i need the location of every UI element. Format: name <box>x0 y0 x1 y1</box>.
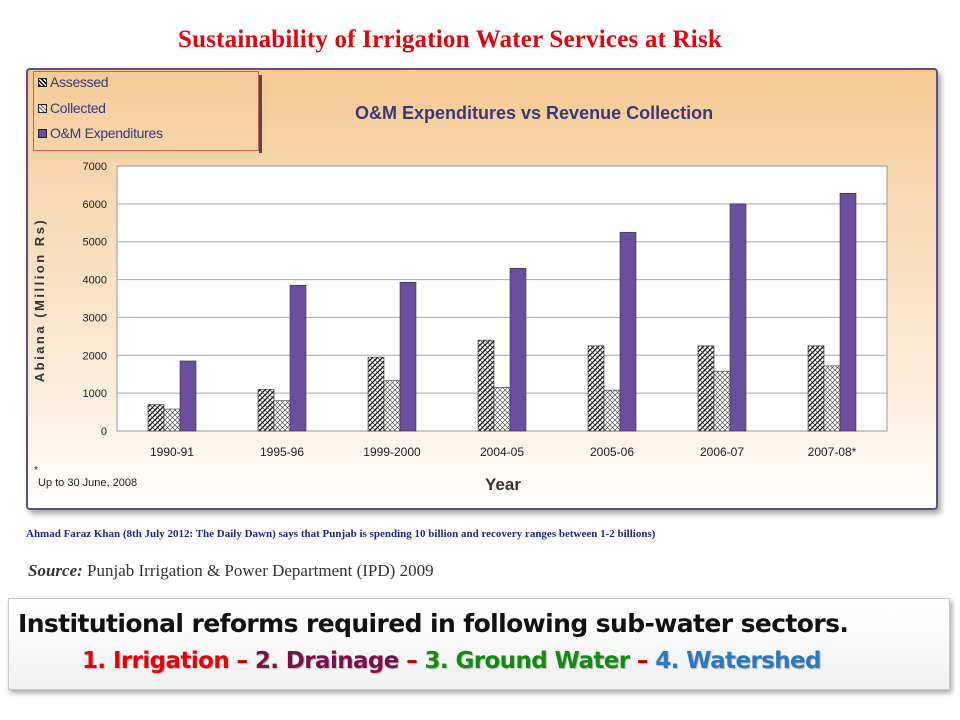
x-tick-label: 2007-08* <box>808 445 857 459</box>
x-tick-label: 1999-2000 <box>363 445 421 459</box>
reforms-list: 1. Irrigation – 2. Drainage – 3. Ground … <box>82 648 822 674</box>
reform-item-2: 2. Drainage <box>254 648 400 674</box>
grid-lines <box>117 203 887 394</box>
legend-label-om: O&M Expenditures <box>50 125 163 141</box>
x-axis-label: Year <box>485 475 521 494</box>
reform-item-4: 3. Ground Water <box>424 648 631 674</box>
bar-om-expenditures <box>399 281 417 432</box>
bar-om-expenditures <box>289 284 307 432</box>
bar-collected <box>273 400 291 432</box>
plot-area <box>116 165 888 432</box>
y-tick-label: 1000 <box>83 388 107 400</box>
slide-title: Sustainability of Irrigation Water Servi… <box>177 26 722 53</box>
legend-swatch-assessed <box>38 78 47 87</box>
legend-label-collected: Collected <box>50 100 106 116</box>
bar-assessed <box>697 345 715 432</box>
reform-item-6: 4. Watershed <box>655 648 821 674</box>
bar-om-expenditures <box>839 192 857 432</box>
reform-item-1: – <box>229 648 255 674</box>
footnote-text: Up to 30 June, 2008 <box>38 477 138 489</box>
y-tick-label: 6000 <box>83 199 107 211</box>
y-tick-labels: 0 1000 2000 3000 4000 5000 6000 7000 <box>83 161 107 438</box>
bar-om-expenditures <box>509 267 527 432</box>
legend-swatch-om <box>38 129 47 138</box>
x-tick-label: 1990-91 <box>150 445 194 459</box>
y-tick-label: 3000 <box>83 312 107 324</box>
legend-item-om-expenditures: O&M Expenditures <box>38 125 163 141</box>
bar-collected <box>823 365 841 432</box>
x-tick-labels: 1990-91 1995-96 1999-2000 2004-05 2005-06 200… <box>150 445 857 459</box>
x-tick-label: 1995-96 <box>260 445 304 459</box>
y-tick-label: 7000 <box>83 161 107 173</box>
bar-assessed <box>147 404 165 432</box>
bar-assessed <box>477 339 495 432</box>
bar-om-expenditures <box>179 360 197 432</box>
bar-assessed <box>587 345 605 432</box>
source-line: Source: Punjab Irrigation & Power Depart… <box>28 561 434 581</box>
x-tick-label: 2004-05 <box>480 445 524 459</box>
bar-assessed <box>807 345 825 432</box>
y-tick-label: 0 <box>101 426 107 438</box>
bars <box>147 192 857 432</box>
chart-footnote: * Up to 30 June, 2008 <box>34 465 138 489</box>
source-text: Punjab Irrigation & Power Department (IP… <box>82 561 434 580</box>
bar-collected <box>603 389 621 432</box>
chart-title: O&M Expenditures vs Revenue Collection <box>355 103 714 123</box>
citation-text: Ahmad Faraz Khan (8th July 2012: The Dai… <box>26 528 656 540</box>
bar-om-expenditures <box>619 231 637 432</box>
bar-assessed <box>367 356 385 432</box>
y-axis-label: Abiana (Million Rs) <box>32 218 47 383</box>
chart-legend: Assessed Collected O&M Expenditures <box>33 71 262 153</box>
bar-collected <box>383 380 401 432</box>
x-tick-label: 2005-06 <box>590 445 634 459</box>
y-tick-label: 2000 <box>83 350 107 362</box>
bar-collected <box>163 408 181 432</box>
legend-label-assessed: Assessed <box>50 74 109 90</box>
legend-item-assessed: Assessed <box>38 74 109 90</box>
reform-item-0: 1. Irrigation <box>82 648 230 674</box>
bar-assessed <box>257 389 275 432</box>
bar-collected <box>713 370 731 432</box>
reform-item-5: – <box>629 648 656 674</box>
y-tick-label: 5000 <box>83 237 107 249</box>
reform-item-3: – <box>398 648 425 674</box>
x-tick-label: 2006-07 <box>700 445 744 459</box>
bar-om-expenditures <box>729 203 747 432</box>
reforms-heading: Institutional reforms required in follow… <box>18 609 849 638</box>
y-tick-label: 4000 <box>83 275 107 287</box>
reforms-box <box>8 598 950 690</box>
legend-swatch-collected <box>38 104 47 113</box>
bar-collected <box>493 387 511 432</box>
legend-item-collected: Collected <box>38 100 106 116</box>
source-label: Source: <box>28 561 83 580</box>
